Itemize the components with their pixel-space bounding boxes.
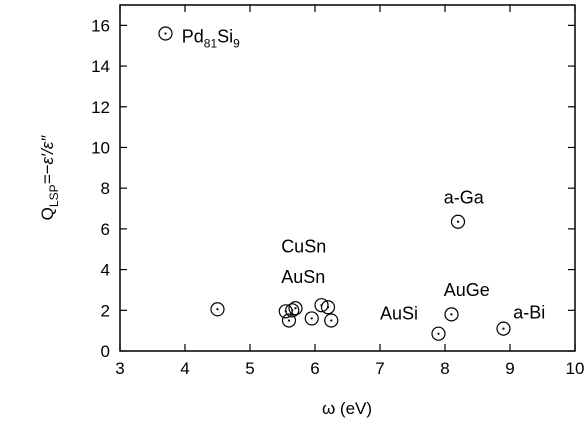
point-annotation: a-Ga xyxy=(444,187,485,207)
point-annotation: AuGe xyxy=(444,280,490,300)
y-tick-label: 10 xyxy=(91,138,110,157)
data-point xyxy=(314,298,329,313)
y-tick-label: 6 xyxy=(101,220,110,239)
plot-frame xyxy=(119,4,576,352)
annotation-text2: Si xyxy=(217,27,233,47)
data-point-center xyxy=(294,307,297,310)
y-tick-label: 16 xyxy=(91,16,110,35)
y-axis-label-base: Q xyxy=(38,207,57,220)
data-point-center xyxy=(437,332,440,335)
data-point xyxy=(285,303,300,318)
annotation-text: a-Bi xyxy=(513,302,545,322)
data-points xyxy=(158,26,511,341)
data-point xyxy=(450,214,466,229)
annotation-text: AuSi xyxy=(380,303,418,323)
x-tick-label: 6 xyxy=(310,359,319,378)
axis-ticks: 3 4 5 6 7 8 9 10 0 2 4 6 8 10 12 14 16 xyxy=(91,5,584,378)
data-point xyxy=(210,302,225,317)
annotation-text: Pd xyxy=(182,27,204,47)
data-point-center xyxy=(310,317,313,320)
y-tick-label: 8 xyxy=(101,179,110,198)
data-point-center xyxy=(450,313,453,316)
data-point xyxy=(288,301,303,316)
y-tick-label: 0 xyxy=(101,342,110,361)
point-annotation: AuSi xyxy=(380,303,418,323)
annotation-sub2: 9 xyxy=(233,37,240,51)
point-annotation: CuSn xyxy=(281,236,326,256)
y-tick-label: 12 xyxy=(91,98,110,117)
x-tick-label: 10 xyxy=(566,359,585,378)
point-annotation: AuSn xyxy=(281,267,325,287)
svg-text:QLSP=−ε′/ε″: QLSP=−ε′/ε″ xyxy=(38,135,61,221)
y-tick-label: 14 xyxy=(91,57,110,76)
data-point xyxy=(320,300,336,315)
x-tick-label: 4 xyxy=(180,359,189,378)
annotation-text: AuSn xyxy=(281,267,325,287)
annotation-sub: 81 xyxy=(204,37,218,51)
data-point-center xyxy=(326,306,330,309)
annotation-text: a-Ga xyxy=(444,187,485,207)
annotation-text: CuSn xyxy=(281,236,326,256)
point-annotations: Pd81Si9 a-Ga CuSn AuSn AuGe AuSi a-Bi xyxy=(182,27,546,324)
data-point-center xyxy=(330,319,333,322)
data-point xyxy=(281,313,297,328)
data-point-center xyxy=(502,327,505,330)
point-annotation: a-Bi xyxy=(513,302,545,322)
point-annotation: Pd81Si9 xyxy=(182,27,240,51)
data-point xyxy=(444,307,459,322)
data-point xyxy=(431,326,446,341)
x-axis-label: ω (eV) xyxy=(322,399,372,418)
data-point xyxy=(496,321,511,336)
x-tick-label: 3 xyxy=(115,359,124,378)
data-point-center xyxy=(456,220,460,223)
data-point-center xyxy=(216,308,219,311)
x-tick-label: 5 xyxy=(245,359,254,378)
data-point xyxy=(324,313,339,328)
data-point xyxy=(158,26,173,41)
y-axis-label-rest: =−ε′/ε″ xyxy=(38,135,57,185)
y-axis-label: QLSP=−ε′/ε″ xyxy=(38,135,61,221)
annotation-text: AuGe xyxy=(444,280,490,300)
y-tick-label: 2 xyxy=(101,301,110,320)
x-tick-label: 8 xyxy=(440,359,449,378)
x-tick-label: 7 xyxy=(375,359,384,378)
data-point-center xyxy=(164,32,167,35)
data-point-center xyxy=(287,319,291,322)
data-point xyxy=(304,311,319,326)
y-axis-label-sub: LSP xyxy=(47,184,61,207)
y-tick-label: 4 xyxy=(101,261,110,280)
data-point-center xyxy=(291,309,294,312)
x-tick-label: 9 xyxy=(505,359,514,378)
